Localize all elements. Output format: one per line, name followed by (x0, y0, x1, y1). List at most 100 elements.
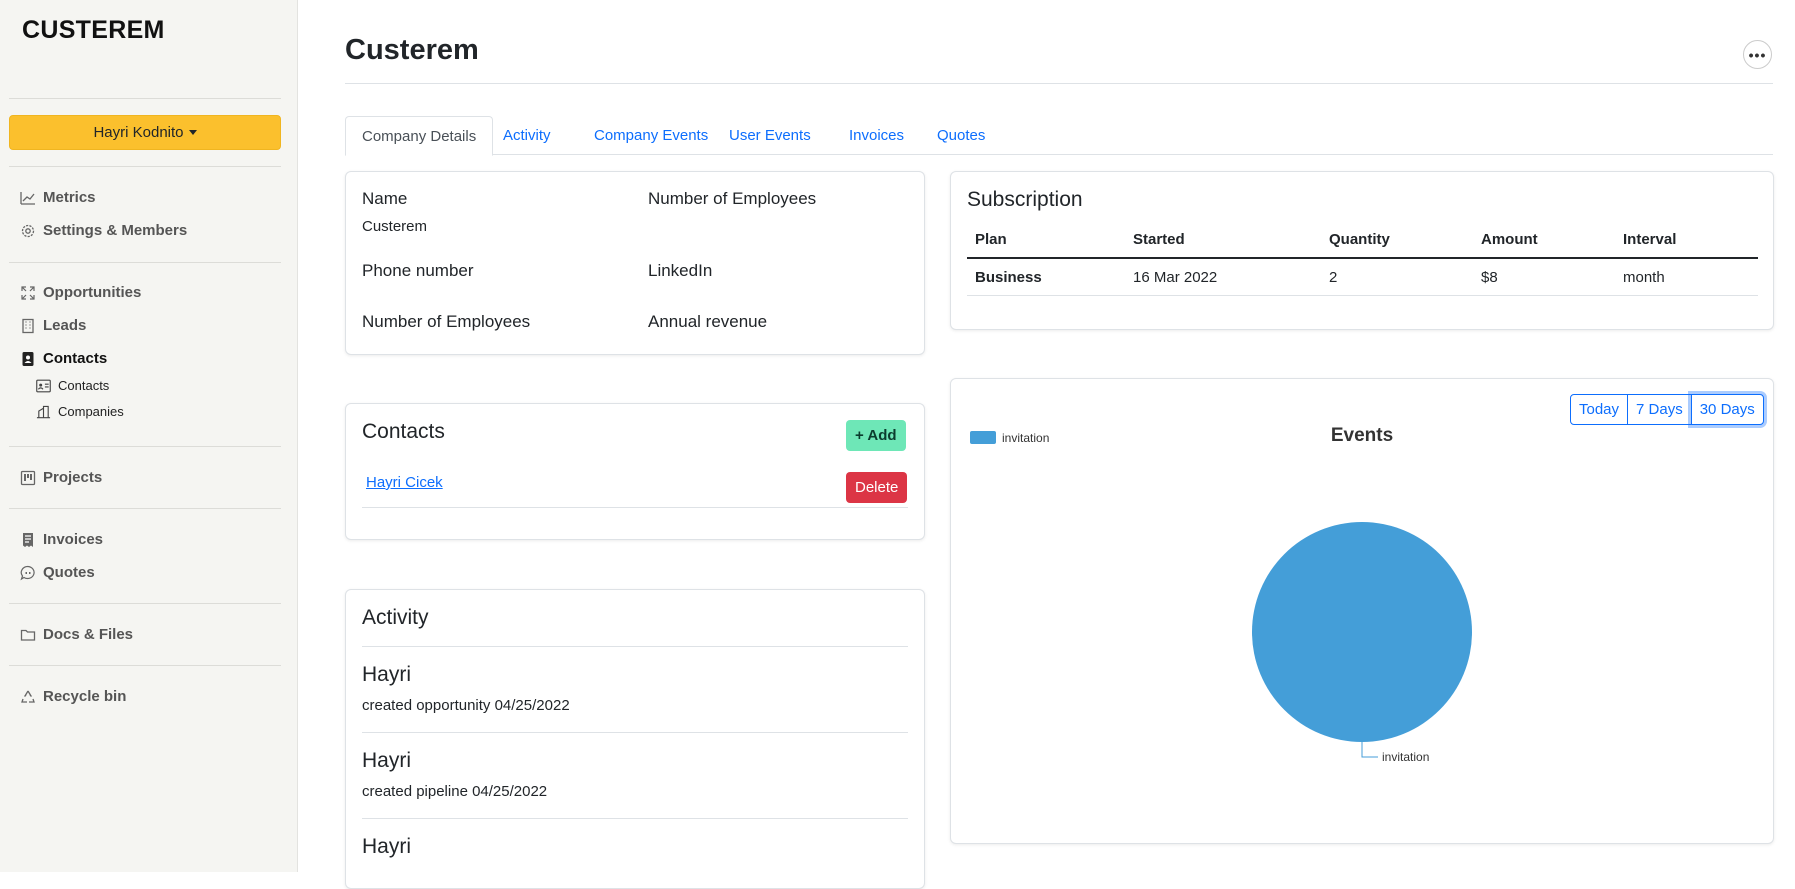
sidebar-item-metrics[interactable]: Metrics (20, 189, 96, 206)
pie-slice[interactable] (1252, 522, 1472, 742)
tab-company-events[interactable]: Company Events (594, 127, 709, 144)
activity-description: created opportunity 04/25/2022 (362, 697, 570, 714)
date-range-group: Today 7 Days 30 Days (1570, 394, 1764, 425)
activity-description: created pipeline 04/25/2022 (362, 783, 548, 800)
table-cell: 16 Mar 2022 (1125, 258, 1321, 296)
more-options-button[interactable]: ••• (1743, 40, 1772, 69)
column-header: Plan (967, 227, 1125, 259)
sidebar-item-recycle-bin[interactable]: Recycle bin (20, 688, 126, 705)
sidebar-divider (9, 262, 281, 263)
table-cell: month (1615, 258, 1758, 296)
table-cell: 2 (1321, 258, 1473, 296)
row-divider (362, 732, 908, 733)
sidebar-divider (9, 98, 281, 99)
legend-swatch[interactable] (970, 431, 996, 444)
table-header-row: Plan Started Quantity Amount Interval (967, 227, 1758, 259)
sidebar-item-label: Opportunities (43, 284, 142, 301)
page-title: Custerem (345, 34, 479, 66)
sidebar-divider (9, 166, 281, 167)
buildings-icon (36, 405, 51, 418)
range-today-button[interactable]: Today (1570, 394, 1629, 425)
activity-user: Hayri (362, 835, 412, 858)
sidebar-divider (9, 665, 281, 666)
user-menu-label: Hayri Kodnito (93, 124, 184, 141)
sidebar-subitem-label: Companies (58, 404, 124, 419)
events-card: Today 7 Days 30 Days invitation Events i… (950, 378, 1774, 844)
employees-label: Number of Employees (648, 189, 817, 208)
name-label: Name (362, 189, 408, 208)
sidebar-item-label: Projects (43, 469, 103, 486)
column-header: Started (1125, 227, 1321, 259)
legend-label[interactable]: invitation (1002, 431, 1049, 445)
delete-contact-button[interactable]: Delete (846, 472, 908, 503)
add-contact-button[interactable]: + Add (846, 420, 906, 451)
sidebar-item-label: Quotes (43, 564, 95, 581)
linkedin-label: LinkedIn (648, 261, 713, 280)
sidebar-subitem-companies[interactable]: Companies (36, 404, 124, 419)
main-content: Custerem ••• Company Details Activity Co… (299, 0, 1795, 889)
contact-book-icon (22, 351, 34, 366)
contact-link[interactable]: Hayri Cicek (366, 474, 443, 491)
sidebar-item-settings[interactable]: Settings & Members (20, 222, 187, 239)
title-divider (345, 83, 1773, 84)
revenue-label: Annual revenue (648, 312, 768, 331)
subscription-card: Subscription Plan Started Quantity Amoun… (950, 171, 1774, 330)
sidebar-item-opportunities[interactable]: Opportunities (20, 284, 141, 301)
name-value: Custerem (362, 218, 428, 235)
subscription-table: Plan Started Quantity Amount Interval Bu… (967, 227, 1758, 296)
sidebar-item-quotes[interactable]: Quotes (20, 564, 95, 581)
row-divider (362, 507, 908, 508)
sidebar-divider (9, 508, 281, 509)
user-menu-button[interactable]: Hayri Kodnito (9, 115, 281, 150)
events-pie-chart: invitation Events invitation (970, 425, 1472, 764)
table-cell: Business (967, 258, 1125, 296)
tab-user-events[interactable]: User Events (729, 127, 811, 144)
slice-label: invitation (1382, 750, 1429, 764)
employees-label: Number of Employees (362, 312, 531, 331)
tab-activity[interactable]: Activity (503, 127, 551, 144)
tab-invoices[interactable]: Invoices (849, 127, 905, 144)
sidebar-item-leads[interactable]: Leads (20, 317, 86, 334)
sidebar-item-label: Settings & Members (43, 222, 188, 239)
activity-title: Activity (362, 606, 429, 629)
column-header: Interval (1615, 227, 1758, 259)
sidebar-subitem-label: Contacts (58, 378, 110, 393)
sidebar-item-projects[interactable]: Projects (20, 469, 102, 486)
subscription-title: Subscription (967, 188, 1083, 211)
ellipsis-icon: ••• (1748, 46, 1767, 63)
tab-company-details[interactable]: Company Details (345, 116, 494, 156)
kanban-icon (20, 470, 36, 485)
tab-bar: Company Details Activity Company Events … (345, 116, 1773, 156)
sidebar-item-contacts[interactable]: Contacts (20, 350, 107, 367)
range-30-days-button[interactable]: 30 Days (1690, 394, 1764, 425)
column-header: Quantity (1321, 227, 1473, 259)
tab-quotes[interactable]: Quotes (937, 127, 986, 144)
activity-user: Hayri (362, 663, 412, 686)
sidebar-divider (9, 446, 281, 447)
pie-slices: invitation (1252, 522, 1472, 764)
building-icon (22, 318, 34, 333)
chat-quote-icon (20, 565, 35, 580)
row-divider (362, 818, 908, 819)
folder-icon (20, 629, 36, 641)
column-header: Amount (1473, 227, 1615, 259)
sidebar-item-label: Docs & Files (43, 626, 134, 643)
company-details-card: Name Custerem Number of Employees Phone … (345, 171, 925, 355)
expand-icon (21, 285, 35, 300)
row-divider (362, 646, 908, 647)
brand-logo[interactable]: CUSTEREM (22, 16, 165, 44)
chart-line-icon (20, 191, 35, 205)
sidebar-item-docs[interactable]: Docs & Files (20, 626, 133, 643)
slice-leader-line (1361, 742, 1378, 758)
phone-label: Phone number (362, 261, 474, 280)
gear-icon (21, 224, 35, 237)
sidebar-item-invoices[interactable]: Invoices (20, 531, 103, 548)
caret-down-icon (188, 130, 197, 135)
sidebar-subitem-contacts[interactable]: Contacts (36, 378, 109, 393)
contacts-card: Contacts + Add Hayri Cicek Delete (345, 403, 925, 540)
sidebar-divider (9, 603, 281, 604)
table-row: Business 16 Mar 2022 2 $8 month (967, 258, 1758, 296)
sidebar-item-label: Leads (43, 317, 87, 334)
table-cell: $8 (1473, 258, 1615, 296)
person-vcard-icon (36, 379, 51, 392)
